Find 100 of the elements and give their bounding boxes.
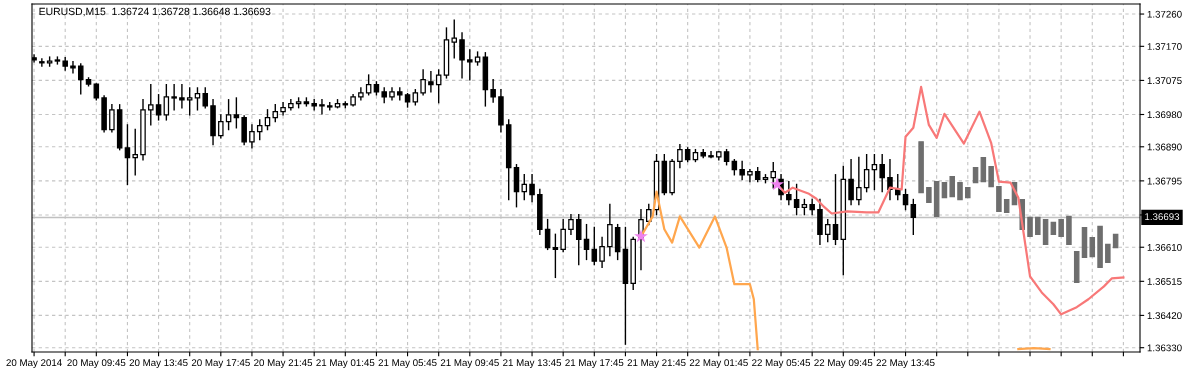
candlestick — [148, 84, 154, 126]
candlestick — [965, 187, 971, 199]
y-tick-label: 1.37260 — [1147, 10, 1182, 18]
candlestick — [949, 175, 955, 198]
candlestick — [591, 226, 598, 266]
x-tick-label: 21 May 17:45 — [565, 359, 624, 368]
y-tick-label: 1.36980 — [1147, 111, 1182, 119]
candlestick — [856, 156, 862, 206]
x-tick-label: 20 May 13:45 — [129, 359, 188, 368]
candlestick — [1035, 216, 1041, 235]
x-tick-label: 20 May 21:45 — [254, 359, 313, 368]
x-tick-label: 20 May 09:45 — [67, 359, 126, 368]
candlestick — [264, 109, 271, 131]
candlestick — [677, 143, 683, 169]
y-tick-label: 1.36420 — [1147, 312, 1182, 320]
y-tick-label: 1.37075 — [1147, 77, 1182, 85]
candlestick — [863, 153, 870, 193]
candlestick — [70, 61, 76, 74]
candlestick — [225, 99, 232, 131]
candlestick — [1073, 250, 1080, 284]
candlestick — [832, 174, 839, 246]
ref-line-label: 1.36693 — [1145, 213, 1180, 221]
candlestick — [560, 218, 566, 253]
candlestick — [233, 97, 240, 129]
x-tick-label: 21 May 13:45 — [503, 359, 562, 368]
candlestick — [249, 124, 255, 149]
candlestick — [552, 233, 559, 279]
candlestick — [521, 174, 528, 201]
candlestick — [933, 180, 940, 218]
candlestick — [1042, 218, 1049, 245]
candlestick — [793, 183, 800, 216]
candlestick — [529, 174, 535, 203]
candlestick — [786, 180, 792, 206]
candlestick — [77, 63, 84, 95]
candlestick — [910, 198, 917, 236]
candlestick — [218, 114, 224, 139]
candlestick — [941, 182, 948, 199]
chart-title: EURUSD,M15 1.36724 1.36728 1.36648 1.36693 — [39, 7, 271, 17]
x-tick-label: 21 May 01:45 — [316, 359, 375, 368]
candlestick — [1003, 198, 1010, 214]
candlestick — [708, 151, 714, 159]
candlestick — [1050, 221, 1057, 235]
candlestick — [809, 198, 815, 216]
candlestick — [311, 99, 317, 111]
x-tick-label: 21 May 09:45 — [440, 359, 499, 368]
candlestick — [420, 69, 426, 96]
candlestick — [256, 119, 263, 141]
candlestick — [918, 141, 924, 194]
candlestick — [186, 87, 193, 116]
candlestick — [459, 32, 465, 79]
x-tick-label: 22 May 05:45 — [752, 359, 811, 368]
candlestick — [871, 153, 878, 191]
candlestick — [365, 74, 372, 96]
x-tick-label: 22 May 09:45 — [814, 359, 873, 368]
candlestick — [124, 124, 131, 186]
y-tick-label: 1.36330 — [1147, 344, 1182, 352]
candlestick — [988, 165, 994, 188]
candlestick — [428, 71, 434, 93]
candlestick — [39, 58, 45, 67]
candlestick — [894, 174, 901, 201]
candlestick — [319, 99, 325, 115]
candlestick — [599, 236, 605, 269]
candlestick — [980, 156, 987, 183]
candlestick — [202, 87, 209, 109]
candlestick — [171, 84, 177, 111]
candlestick — [155, 94, 162, 121]
candlestick — [435, 69, 442, 104]
x-tick-label: 21 May 21:45 — [627, 359, 686, 368]
candlestick — [583, 223, 590, 261]
x-tick-label: 21 May 05:45 — [378, 359, 437, 368]
candlestick — [109, 104, 115, 133]
x-tick-label: 20 May 2014 — [6, 359, 62, 368]
x-tick-label: 22 May 01:45 — [689, 359, 748, 368]
candlestick — [1097, 225, 1103, 268]
candlestick — [957, 182, 963, 201]
candlestick — [451, 19, 458, 59]
x-tick-label: 20 May 17:45 — [191, 359, 250, 368]
candlestick — [972, 166, 979, 184]
candlestick — [575, 213, 582, 266]
candlestick — [163, 84, 170, 121]
candlestick — [179, 84, 185, 109]
candlestick — [926, 187, 932, 204]
candlestick — [1066, 215, 1072, 245]
y-tick-label: 1.36610 — [1147, 243, 1182, 251]
candlestick — [568, 213, 574, 236]
candlestick — [490, 79, 496, 103]
candlestick — [194, 87, 201, 111]
candlestick — [848, 159, 854, 206]
y-tick-label: 1.36890 — [1147, 143, 1182, 151]
candlestick — [132, 128, 138, 176]
candlestick — [902, 188, 909, 211]
candlestick — [770, 161, 777, 189]
candlestick — [280, 101, 286, 116]
candlestick — [824, 218, 831, 243]
y-tick-label: 1.36515 — [1147, 278, 1182, 285]
candlestick — [1058, 218, 1064, 238]
candlestick — [1105, 243, 1111, 263]
y-tick-label: 1.36795 — [1147, 177, 1182, 185]
candlestick — [1081, 226, 1088, 258]
x-tick-label: 22 May 13:45 — [876, 359, 935, 368]
